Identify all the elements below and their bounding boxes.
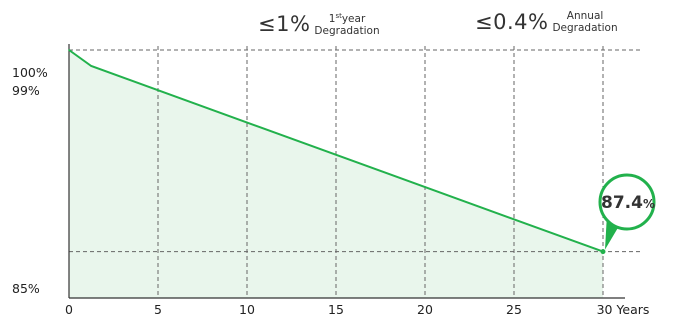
annual-degradation-label: Annual Degradation [552,10,617,34]
first-year-degradation-label: 1styear Degradation [314,10,379,37]
callout-bubble [598,173,656,231]
x-tick-label-0: 0 [65,302,73,317]
first-year-degradation-value: ≤1% [258,11,311,36]
x-tick-label-5: 5 [154,302,162,317]
first-year-sup-number: 1 [328,13,336,25]
x-tick-label-30: 30 Years [597,302,650,317]
callout-unit: % [643,197,655,211]
data-point-0 [68,49,70,51]
first-year-label-bottom: Degradation [314,25,380,37]
first-year-label-top: 1styear [329,10,366,25]
annual-degradation-stat: ≤0.4% Annual Degradation [475,10,618,34]
callout-value: 87.4% [601,193,655,213]
annual-degradation-value: ≤0.4% [475,10,549,34]
callout-number: 87.4 [601,193,643,213]
x-tick-label-15: 15 [328,302,344,317]
first-year-sup-suffix: st [335,12,342,20]
data-point-1 [90,65,93,67]
first-year-degradation-stat: ≤1% 1styear Degradation [258,10,380,38]
x-tick-label-10: 10 [239,302,255,317]
x-tick-label-25: 25 [506,302,522,317]
annual-label-top: Annual [566,10,604,22]
y-tick-label-99: 99% [12,83,40,98]
annual-label-bottom: Degradation [552,22,618,34]
y-tick-label-85: 85% [12,281,40,296]
first-year-sup-word: year [341,13,366,25]
y-tick-label-100: 100% [12,65,48,80]
data-point-2 [600,249,606,255]
x-tick-label-20: 20 [417,302,433,317]
